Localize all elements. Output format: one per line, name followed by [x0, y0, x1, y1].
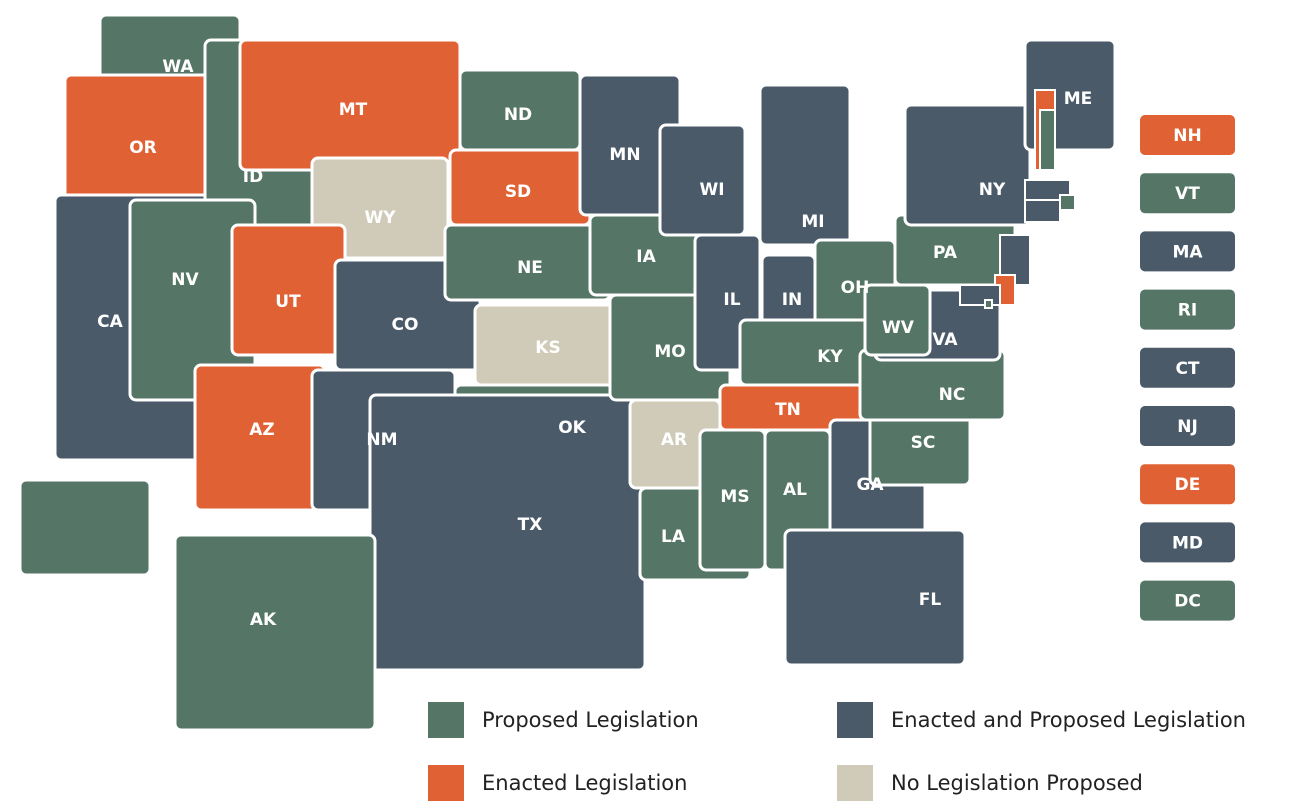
state-box-label: MA [1172, 242, 1203, 262]
state [783, 528, 967, 667]
state-label: NV [171, 270, 199, 290]
state [18, 478, 152, 577]
state-box [1140, 173, 1235, 214]
state [173, 533, 377, 732]
state-label: CA [97, 312, 123, 332]
state-label: OR [129, 138, 157, 158]
legend-swatch [837, 765, 873, 801]
state-label: AZ [249, 420, 274, 440]
state [903, 103, 1032, 227]
state-label: GA [856, 475, 884, 495]
small-state [984, 299, 993, 309]
state-label: TX [518, 515, 543, 535]
legend-swatch [837, 702, 873, 738]
state-label: IA [636, 247, 656, 267]
state-label: AR [661, 430, 687, 450]
state-box [1140, 580, 1235, 621]
state-label: NY [979, 180, 1006, 200]
state-label: TN [775, 400, 801, 420]
state-box-label: DE [1175, 475, 1201, 495]
state-label: WV [882, 318, 915, 338]
legend-label: Proposed Legislation [482, 708, 699, 732]
legend-label: No Legislation Proposed [891, 771, 1143, 795]
state-label: MT [339, 100, 368, 120]
state-box-label: RI [1178, 301, 1197, 321]
state-label: NE [517, 258, 543, 278]
state-label: SC [911, 433, 936, 453]
state-label: IN [782, 290, 803, 310]
state-box-label: NH [1173, 126, 1201, 146]
state-label: AL [783, 480, 807, 500]
state-label: FL [919, 590, 942, 610]
state-label: OH [841, 278, 870, 298]
state-box [1140, 522, 1235, 563]
state-label: HI [75, 530, 96, 550]
state-box-label: DC [1174, 592, 1201, 612]
legend-label: Enacted Legislation [482, 771, 687, 795]
state-box [1140, 347, 1235, 388]
small-state [1039, 109, 1056, 171]
state-box-label: VT [1175, 184, 1200, 204]
small-state [959, 284, 1001, 306]
state-label: MS [720, 487, 749, 507]
state [758, 83, 852, 247]
state-label: WY [364, 208, 396, 228]
state-label: VA [932, 330, 958, 350]
state-box [1140, 289, 1235, 330]
state-label: NC [939, 385, 966, 405]
small-state [1024, 199, 1061, 223]
state-label: IL [723, 290, 740, 310]
state-label: NM [366, 430, 397, 450]
state-label: OK [558, 418, 586, 438]
legend-label: Enacted and Proposed Legislation [891, 708, 1246, 732]
state [368, 393, 647, 672]
state-label: KY [817, 347, 843, 367]
state-box [1140, 115, 1235, 155]
state-box [1140, 231, 1235, 272]
state-label: UT [275, 292, 301, 312]
state [230, 223, 347, 357]
state-label: KS [535, 338, 560, 358]
state-label: WA [162, 57, 194, 77]
state-box-label: MD [1172, 533, 1203, 553]
legend-swatch [428, 765, 464, 801]
state-box [1140, 406, 1235, 446]
state-label: AK [250, 610, 277, 630]
state-label: MN [609, 145, 640, 165]
state-box-label: CT [1175, 359, 1199, 379]
state-label: PA [933, 243, 958, 263]
state-label: CO [392, 315, 419, 335]
state-box-label: NJ [1177, 417, 1198, 437]
state-label: ND [504, 105, 532, 125]
small-state [1059, 194, 1076, 211]
state-label: MI [801, 212, 824, 232]
state-label: LA [661, 527, 686, 547]
state-label: SD [505, 182, 531, 202]
legend-swatch [428, 702, 464, 738]
state-label: ID [243, 167, 263, 187]
state-label: ME [1064, 89, 1093, 109]
state-box [1140, 464, 1235, 505]
state-label: WI [699, 180, 724, 200]
state-label: MO [654, 342, 685, 362]
